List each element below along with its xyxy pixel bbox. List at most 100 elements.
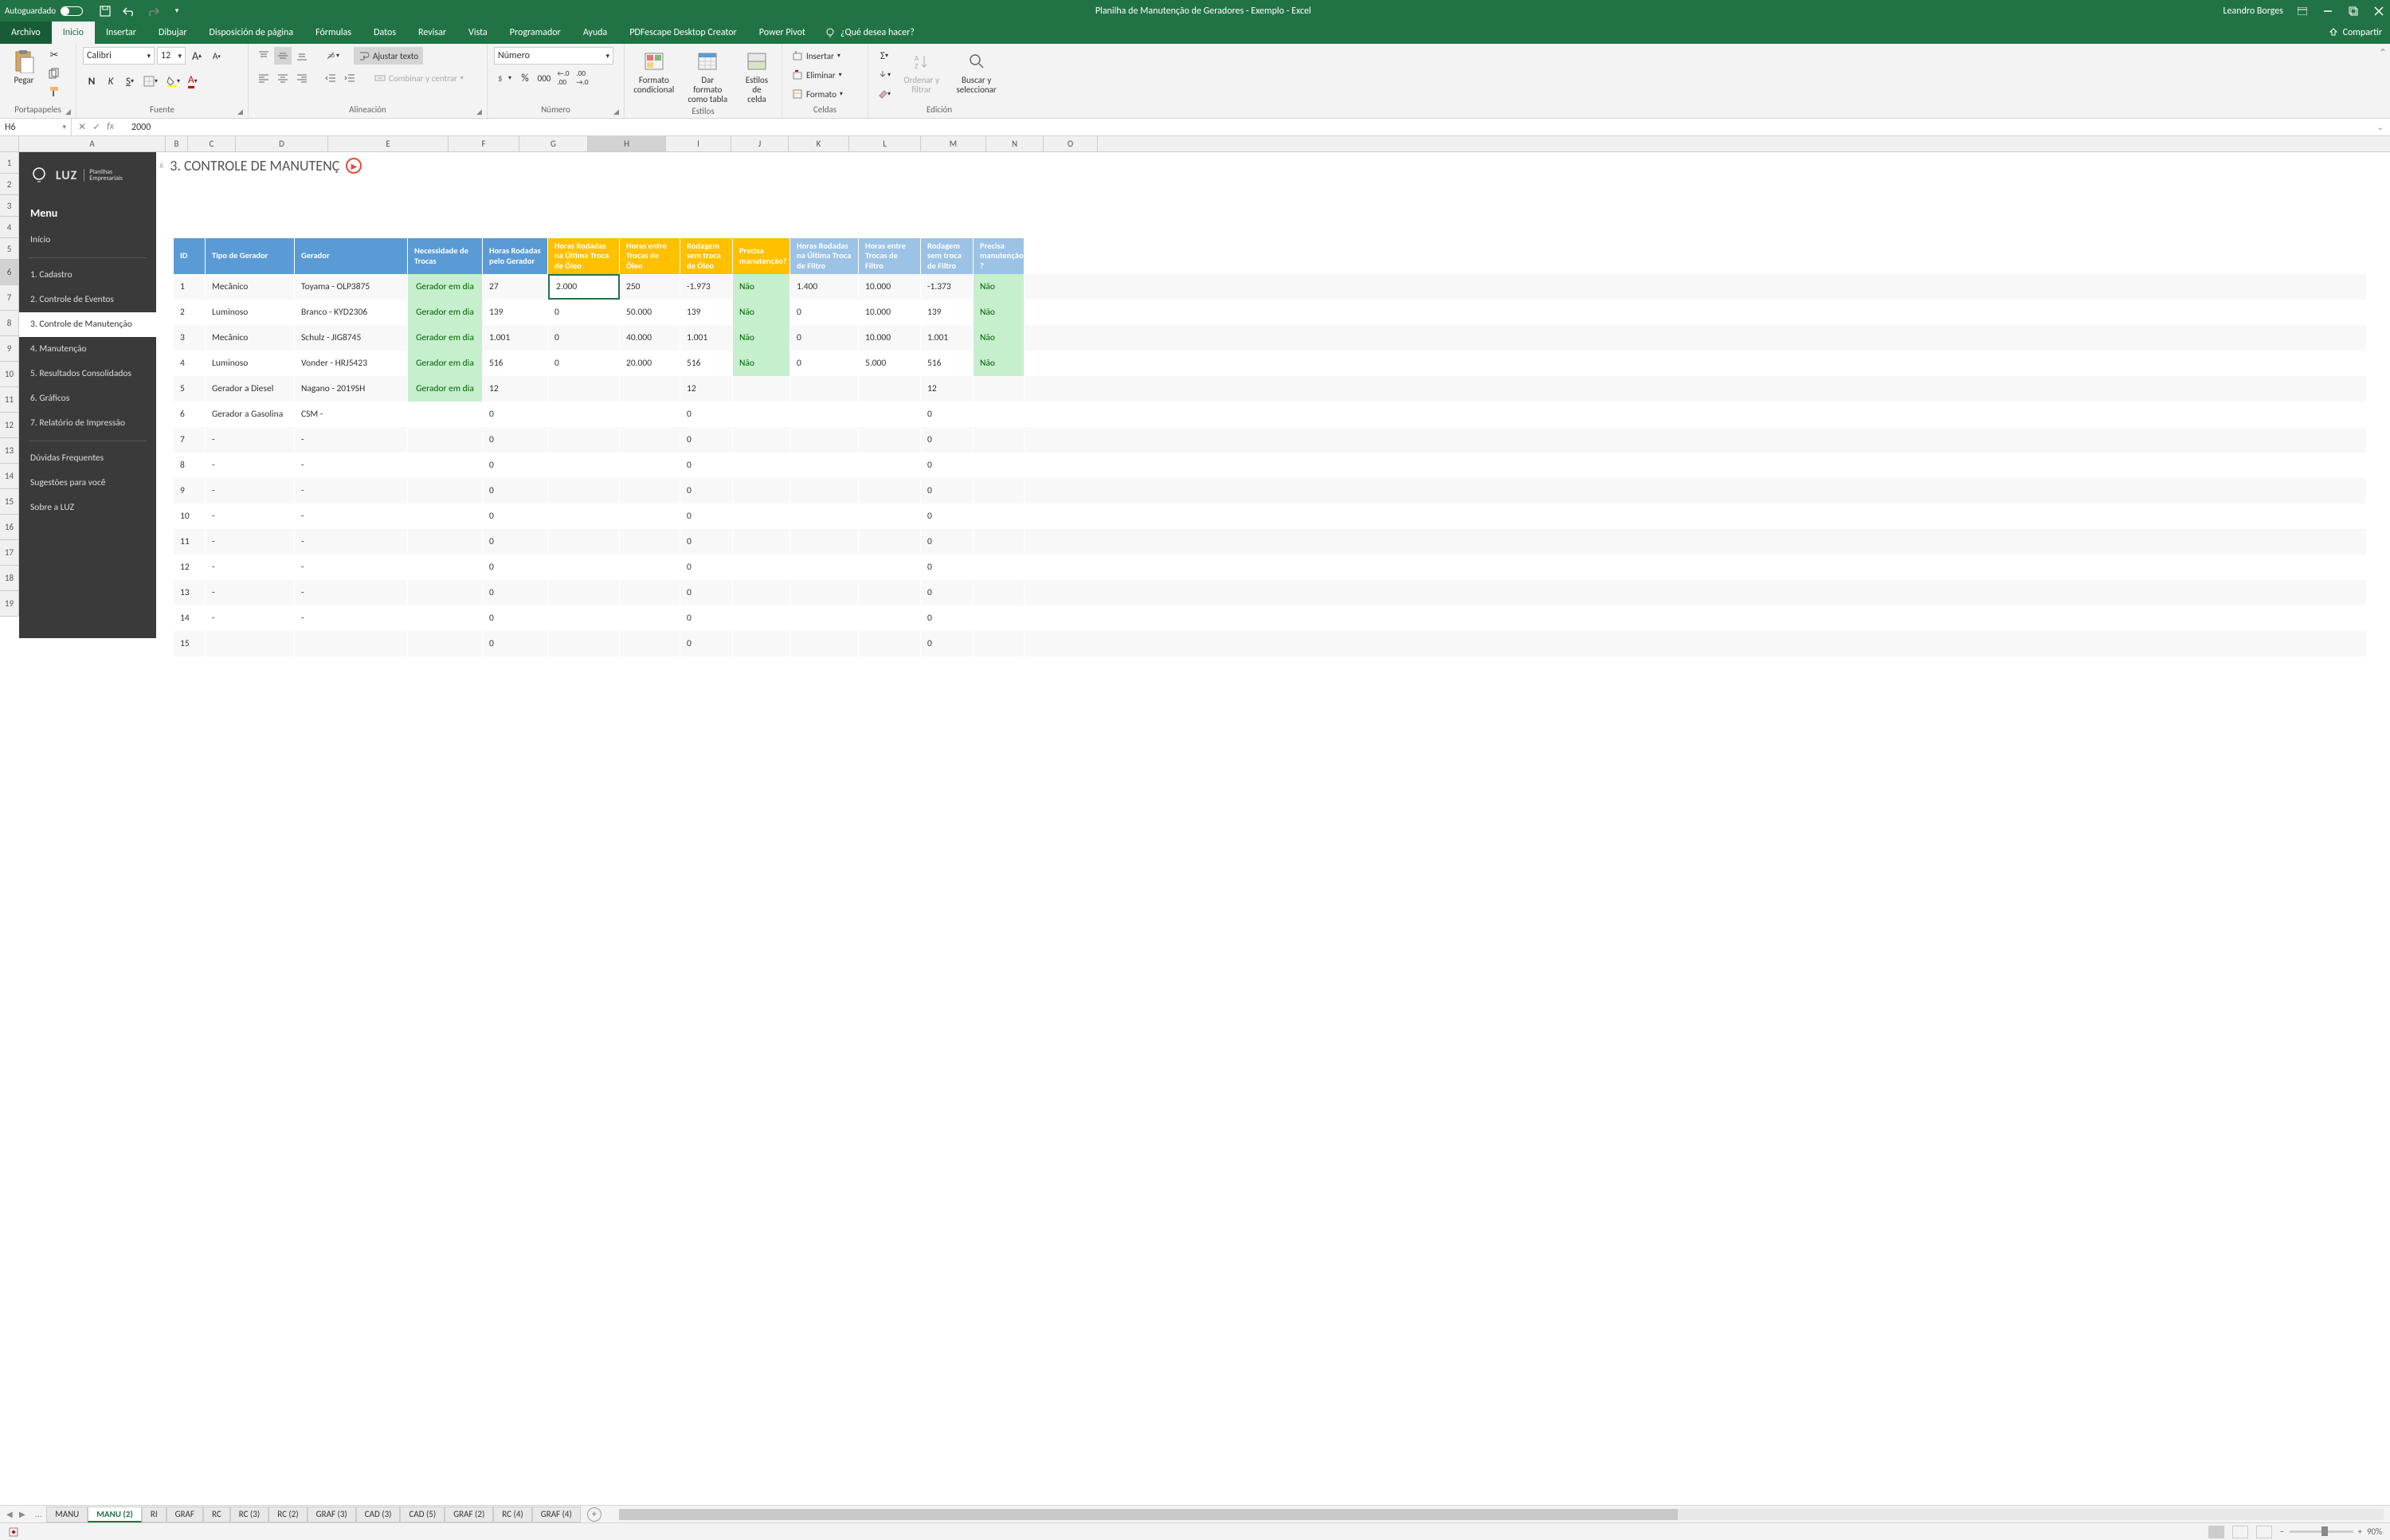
fill-color-icon[interactable]: ▾ [163,72,183,90]
tabs-nav-prev-icon[interactable]: ◀ [6,1509,18,1520]
table-cell[interactable]: 5.000 [859,351,921,376]
row-header-14[interactable]: 14 [0,464,19,489]
tab-formulas[interactable]: Fórmulas [304,22,362,44]
table-cell[interactable] [548,376,620,402]
table-cell[interactable]: 0 [548,325,620,351]
collapse-ribbon-icon[interactable]: ⌃ [2376,44,2390,118]
normal-view-icon[interactable] [2208,1526,2224,1538]
table-cell[interactable] [620,427,680,453]
table-cell[interactable]: 40.000 [620,325,680,351]
table-cell[interactable]: 27 [483,274,548,300]
table-cell[interactable] [859,631,921,656]
table-cell[interactable]: 516 [680,351,733,376]
table-cell[interactable]: - [206,504,295,529]
table-cell[interactable] [408,580,483,605]
table-cell[interactable] [620,529,680,554]
table-cell[interactable] [620,605,680,631]
table-cell[interactable] [790,554,859,580]
column-header-E[interactable]: E [328,136,449,151]
table-cell[interactable] [733,402,790,427]
menu-extra-0[interactable]: Dúvidas Frequentes [19,446,156,471]
table-cell[interactable] [974,376,1025,402]
table-cell[interactable] [548,554,620,580]
table-cell[interactable]: 10.000 [859,325,921,351]
table-cell[interactable]: - [206,478,295,504]
table-cell[interactable] [620,580,680,605]
table-cell[interactable]: 0 [548,351,620,376]
zoom-value[interactable]: 90% [2367,1526,2382,1537]
table-cell[interactable]: 7 [174,427,206,453]
number-launcher-icon[interactable]: ◢ [613,108,621,116]
row-header-13[interactable]: 13 [0,438,19,464]
column-header-L[interactable]: L [849,136,921,151]
table-cell[interactable]: 1 [174,274,206,300]
column-header-B[interactable]: B [166,136,188,151]
italic-icon[interactable]: K [102,72,120,90]
tab-dibujar[interactable]: Dibujar [147,22,198,44]
table-cell[interactable]: 0 [483,504,548,529]
qat-dropdown-icon[interactable]: ▾ [170,5,183,18]
font-name-select[interactable]: Calibri▾ [83,47,155,65]
table-cell[interactable]: 10.000 [859,274,921,300]
table-cell[interactable] [733,478,790,504]
table-cell[interactable]: 1.001 [483,325,548,351]
table-cell[interactable]: 0 [921,631,974,656]
table-cell[interactable]: 0 [483,631,548,656]
table-cell[interactable]: 12 [174,554,206,580]
table-cell[interactable]: - [295,580,408,605]
table-cell[interactable] [974,580,1025,605]
table-cell[interactable] [548,504,620,529]
table-cell[interactable]: - [206,554,295,580]
row-header-19[interactable]: 19 [0,591,19,617]
table-cell[interactable]: 5 [174,376,206,402]
table-cell[interactable]: 10 [174,504,206,529]
table-cell[interactable]: Mecânico [206,274,295,300]
table-cell[interactable]: 0 [483,529,548,554]
table-cell[interactable]: Gerador em dia [408,325,483,351]
table-cell[interactable]: 0 [921,580,974,605]
increase-decimal-icon[interactable]: ←.0.00 [554,69,572,87]
row-header-12[interactable]: 12 [0,413,19,438]
underline-icon[interactable]: S ▾ [121,72,139,90]
table-cell[interactable]: Gerador em dia [408,274,483,300]
sheet-tab[interactable]: RC (3) [230,1507,268,1522]
row-header-6[interactable]: 6 [0,260,19,285]
autosave-toggle[interactable]: Autoguardado [5,6,83,16]
table-cell[interactable] [859,478,921,504]
table-cell[interactable] [790,631,859,656]
table-cell[interactable]: 8 [174,453,206,478]
row-header-17[interactable]: 17 [0,540,19,566]
table-cell[interactable]: 0 [790,300,859,325]
table-cell[interactable] [974,453,1025,478]
table-cell[interactable]: Luminoso [206,351,295,376]
paste-button[interactable]: Pegar [6,47,41,87]
table-cell[interactable] [859,529,921,554]
table-cell[interactable]: 0 [790,351,859,376]
table-cell[interactable]: - [206,453,295,478]
table-cell[interactable] [974,554,1025,580]
page-layout-view-icon[interactable] [2232,1526,2248,1538]
table-cell[interactable]: 139 [921,300,974,325]
table-cell[interactable]: 139 [483,300,548,325]
table-cell[interactable]: 0 [680,402,733,427]
table-cell[interactable]: 0 [680,631,733,656]
table-cell[interactable] [620,453,680,478]
table-cell[interactable] [859,376,921,402]
table-cell[interactable] [620,554,680,580]
table-cell[interactable] [548,453,620,478]
sheet-tab[interactable]: MANU [46,1507,88,1522]
sheet-tab[interactable]: GRAF (2) [445,1507,493,1522]
table-cell[interactable]: 0 [483,478,548,504]
close-panel-icon[interactable]: x [159,160,163,171]
sheet-tab[interactable]: RC (4) [493,1507,531,1522]
row-header-2[interactable]: 2 [0,174,19,195]
table-cell[interactable]: 516 [921,351,974,376]
table-cell[interactable] [790,453,859,478]
table-cell[interactable]: Gerador a Diesel [206,376,295,402]
tabs-more-icon[interactable]: … [35,1509,41,1520]
decrease-decimal-icon[interactable]: .00→.0 [574,69,591,87]
comma-icon[interactable]: 000 [535,69,553,87]
table-cell[interactable]: 0 [680,504,733,529]
table-cell[interactable] [733,631,790,656]
menu-item-4[interactable]: 4. Manutenção [19,337,156,362]
